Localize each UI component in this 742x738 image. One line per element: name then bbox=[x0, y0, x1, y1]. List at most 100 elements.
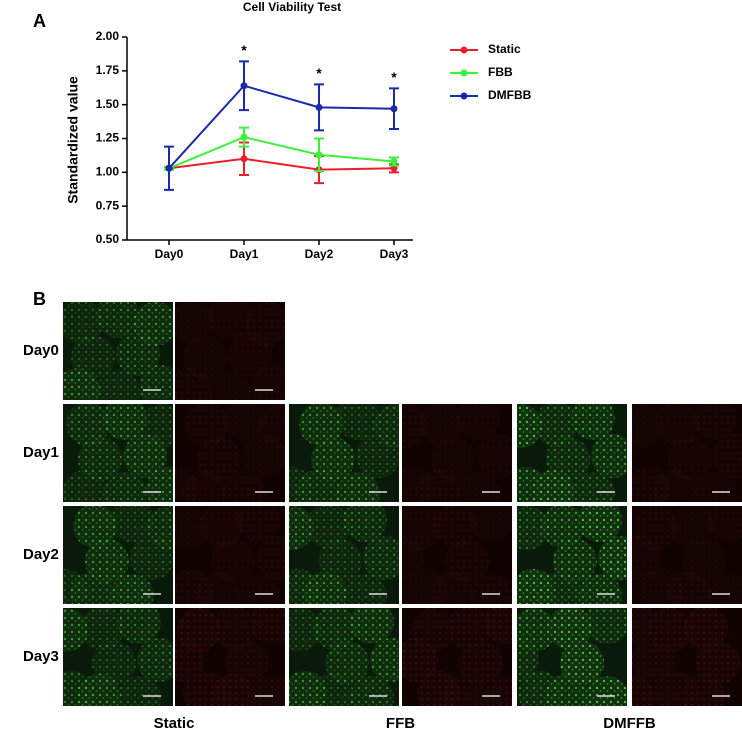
micrograph bbox=[402, 600, 528, 720]
micrograph bbox=[277, 600, 399, 706]
annotation: * bbox=[391, 69, 397, 85]
cell-cluster bbox=[80, 606, 124, 650]
cell-cluster bbox=[299, 402, 343, 446]
micrograph bbox=[163, 504, 300, 618]
cell-cluster bbox=[336, 396, 380, 440]
cell-cluster bbox=[213, 606, 257, 650]
annotation: * bbox=[241, 42, 247, 58]
data-point bbox=[240, 155, 248, 163]
cell-cluster bbox=[456, 472, 500, 516]
cell-cluster bbox=[171, 300, 215, 344]
cell-cluster bbox=[350, 600, 394, 644]
data-point bbox=[390, 105, 398, 113]
cell-cluster bbox=[44, 608, 88, 652]
legend-marker bbox=[460, 92, 468, 100]
chart-title: Cell Viability Test bbox=[243, 0, 341, 14]
micrograph bbox=[63, 504, 173, 618]
cell-cluster bbox=[498, 404, 542, 448]
cell-cluster bbox=[417, 671, 461, 715]
cell-cluster bbox=[553, 539, 597, 583]
micrograph bbox=[505, 504, 642, 604]
micrograph bbox=[383, 396, 512, 516]
row-label: Day1 bbox=[23, 444, 59, 461]
cell-cluster bbox=[269, 467, 313, 511]
cell-cluster bbox=[92, 641, 136, 685]
series-line bbox=[168, 136, 395, 170]
cell-cluster bbox=[598, 536, 642, 580]
cell-cluster bbox=[306, 504, 350, 548]
cell-cluster bbox=[713, 434, 742, 478]
micrograph bbox=[63, 402, 190, 516]
cell-cluster bbox=[445, 539, 489, 583]
cell-cluster bbox=[197, 437, 241, 481]
cell-cluster bbox=[419, 402, 463, 446]
cell-cluster bbox=[163, 506, 207, 550]
micrograph bbox=[44, 606, 181, 720]
cell-cluster bbox=[199, 504, 243, 548]
cell-cluster bbox=[693, 396, 737, 440]
micrograph bbox=[56, 302, 183, 414]
x-tick-label: Day3 bbox=[380, 247, 409, 261]
cell-cluster bbox=[78, 437, 122, 481]
cell-cluster bbox=[541, 504, 585, 548]
cell-cluster bbox=[456, 396, 500, 440]
series-line bbox=[168, 157, 395, 171]
cell-cluster bbox=[211, 539, 255, 583]
column-label: FFB bbox=[386, 715, 415, 732]
cell-cluster bbox=[110, 574, 154, 618]
series-line bbox=[168, 84, 395, 169]
legend-label: Static bbox=[488, 42, 521, 56]
cell-cluster bbox=[256, 536, 300, 580]
panel-label: A bbox=[33, 11, 46, 31]
cell-cluster bbox=[276, 569, 320, 613]
cell-cluster bbox=[208, 370, 252, 414]
cell-cluster bbox=[620, 404, 664, 448]
cell-cluster bbox=[707, 574, 742, 618]
cell-cluster bbox=[383, 404, 427, 448]
cell-cluster bbox=[222, 472, 266, 516]
cell-cluster bbox=[183, 335, 227, 379]
cell-cluster bbox=[146, 467, 190, 511]
cell-cluster bbox=[696, 641, 740, 685]
micrograph bbox=[498, 404, 627, 511]
annotation: * bbox=[316, 65, 322, 81]
y-axis-label: Standardized value bbox=[65, 76, 81, 204]
cell-cluster bbox=[585, 676, 629, 720]
cell-cluster bbox=[682, 539, 726, 583]
cell-cluster bbox=[313, 606, 357, 650]
data-point bbox=[240, 133, 248, 141]
cell-cluster bbox=[117, 676, 161, 720]
cell-cluster bbox=[66, 402, 110, 446]
cell-cluster bbox=[484, 676, 528, 720]
cell-cluster bbox=[96, 370, 140, 414]
cell-cluster bbox=[343, 574, 387, 618]
cell-cluster bbox=[242, 434, 286, 478]
cell-cluster bbox=[137, 638, 181, 682]
panel-label: B bbox=[33, 289, 46, 309]
cell-cluster bbox=[277, 608, 321, 652]
micrograph bbox=[495, 608, 629, 720]
cell-cluster bbox=[103, 472, 147, 516]
cell-cluster bbox=[504, 467, 548, 511]
cell-cluster bbox=[318, 539, 362, 583]
cell-cluster bbox=[484, 600, 528, 644]
cell-cluster bbox=[403, 569, 447, 613]
y-tick-label: 1.00 bbox=[96, 165, 120, 179]
legend-marker bbox=[460, 69, 468, 77]
micrograph bbox=[620, 396, 742, 502]
column-label: DMFFB bbox=[603, 715, 656, 732]
cell-cluster bbox=[56, 368, 100, 412]
cell-cluster bbox=[169, 569, 213, 613]
cell-cluster bbox=[495, 638, 539, 682]
cell-cluster bbox=[505, 506, 549, 550]
cell-cluster bbox=[356, 434, 400, 478]
cell-cluster bbox=[222, 396, 266, 440]
cell-cluster bbox=[139, 365, 183, 409]
cell-cluster bbox=[380, 536, 424, 580]
data-point bbox=[315, 103, 323, 111]
legend-label: DMFBB bbox=[488, 88, 532, 102]
legend-label: FBB bbox=[488, 65, 513, 79]
cell-cluster bbox=[73, 504, 117, 548]
cell-cluster bbox=[236, 574, 280, 618]
cell-cluster bbox=[336, 472, 380, 516]
